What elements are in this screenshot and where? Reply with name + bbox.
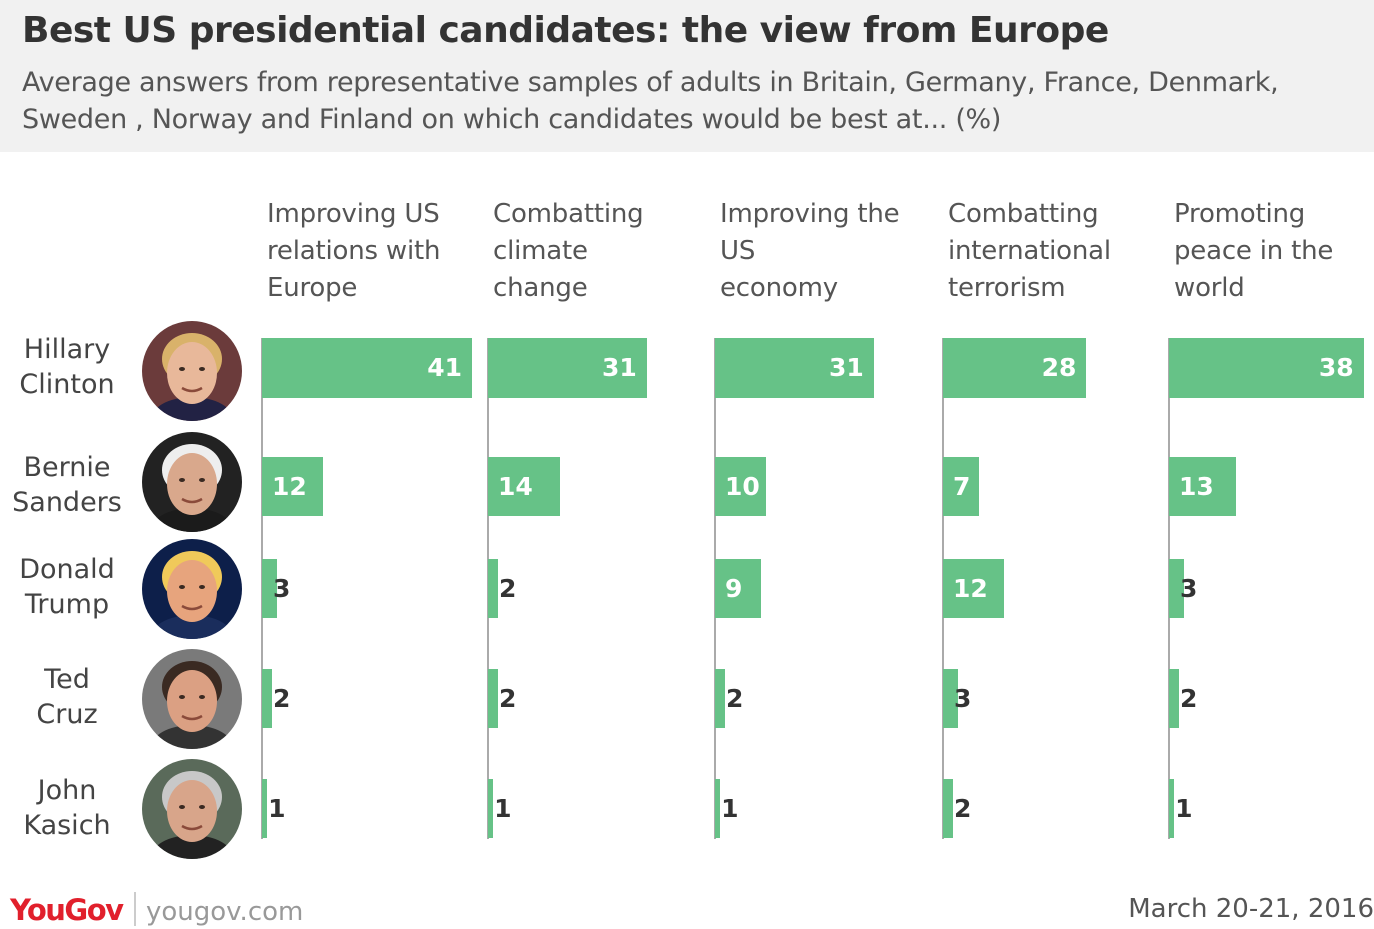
bar-value-label: 12 xyxy=(953,573,988,603)
candidate-name: Ted Cruz xyxy=(36,664,98,730)
bar xyxy=(943,669,959,728)
bar xyxy=(715,779,721,838)
bar-value-label: 41 xyxy=(427,353,462,382)
bar-value-label: 12 xyxy=(272,471,307,501)
column-header-5: Promoting peace in the world xyxy=(1174,199,1334,303)
bar xyxy=(488,338,647,398)
bar xyxy=(262,457,324,516)
bar xyxy=(943,338,1087,398)
footer-url: yougov.com xyxy=(146,897,304,927)
bar-value-label: 28 xyxy=(1041,353,1077,382)
bar-value-label: 2 xyxy=(273,683,291,713)
bar-value-label: 7 xyxy=(953,471,971,501)
candidate-name: Bernie Sanders xyxy=(12,452,122,518)
sanders-portrait-icon xyxy=(142,432,242,532)
trump-portrait-icon xyxy=(142,539,242,639)
candidate-name: Hillary Clinton xyxy=(19,334,115,400)
column-header-3: Improving the US economy xyxy=(720,199,900,303)
bar-value-label: 3 xyxy=(954,683,972,713)
bar-value-label: 2 xyxy=(726,683,744,713)
bar-value-label: 3 xyxy=(273,573,291,603)
bar xyxy=(262,669,273,728)
yougov-logo: YouGov xyxy=(10,893,124,927)
column-header-2: Combatting climate change xyxy=(493,199,644,303)
bar-value-label: 38 xyxy=(1318,353,1354,382)
bar xyxy=(715,338,874,398)
column-header-4: Combatting international terrorism xyxy=(948,199,1111,303)
bar xyxy=(262,559,278,618)
bar-value-label: 3 xyxy=(1180,573,1198,603)
bar xyxy=(1169,338,1364,398)
kasich-portrait-icon xyxy=(142,759,242,859)
bar xyxy=(943,559,1005,618)
bar xyxy=(262,338,472,398)
bar xyxy=(1169,779,1175,838)
bar xyxy=(1169,559,1185,618)
clinton-portrait-icon xyxy=(142,321,242,421)
bar-value-label: 10 xyxy=(725,471,760,501)
chart-subtitle: Average answers from representative samp… xyxy=(22,67,1279,135)
bar-value-label: 13 xyxy=(1179,471,1214,501)
bar-value-label: 2 xyxy=(499,573,517,603)
candidate-name: John Kasich xyxy=(23,775,111,841)
bar-value-label: 1 xyxy=(494,793,512,823)
bar xyxy=(943,457,979,516)
bar xyxy=(1169,457,1236,516)
header-panel: Best US presidential candidates: the vie… xyxy=(0,0,1374,152)
bar xyxy=(1169,669,1180,728)
bar xyxy=(488,669,499,728)
bar xyxy=(715,669,726,728)
bar xyxy=(488,779,494,838)
cruz-portrait-icon xyxy=(142,649,242,749)
bar xyxy=(715,457,767,516)
bar-value-label: 2 xyxy=(499,683,517,713)
column-header-1: Improving US relations with Europe xyxy=(267,199,441,303)
chart-title: Best US presidential candidates: the vie… xyxy=(22,10,1109,51)
bar-value-label: 1 xyxy=(721,793,739,823)
bar-value-label: 1 xyxy=(1175,793,1193,823)
bar xyxy=(943,779,954,838)
bar-value-label: 1 xyxy=(268,793,286,823)
bar-value-label: 2 xyxy=(1180,683,1198,713)
bar xyxy=(262,779,268,838)
bar-value-label: 14 xyxy=(498,471,533,501)
bar xyxy=(488,457,560,516)
bar-value-label: 2 xyxy=(954,793,972,823)
bar-value-label: 31 xyxy=(828,353,864,382)
footer-divider xyxy=(134,892,136,926)
bar xyxy=(488,559,499,618)
bar xyxy=(715,559,762,618)
footer-date: March 20-21, 2016 xyxy=(1128,894,1374,924)
bar-value-label: 31 xyxy=(601,353,637,382)
candidate-name: Donald Trump xyxy=(19,554,115,620)
bar-value-label: 9 xyxy=(725,573,743,603)
